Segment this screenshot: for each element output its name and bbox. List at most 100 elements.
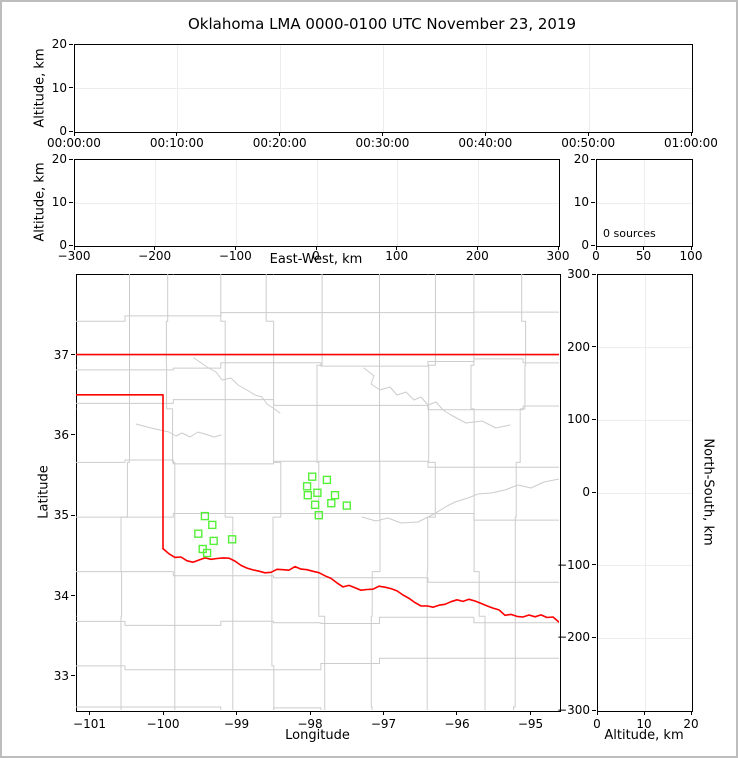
y-tick-label: 20: [51, 37, 67, 51]
y-axis-label-ns_height: North-South, km: [700, 438, 716, 546]
river-line: [363, 367, 511, 429]
vhf-source-marker: [227, 535, 237, 544]
panel-ew_height: [74, 159, 560, 247]
x-tick-mark: [690, 132, 692, 136]
y-tick-label: −200: [557, 630, 590, 645]
vhf-source-marker: [194, 529, 203, 538]
county-boundary-line: [120, 274, 130, 710]
x-tick-mark: [73, 246, 75, 250]
y-axis-label-ew_height: Altitude, km: [32, 162, 48, 242]
y-tick-label: 10: [51, 80, 67, 95]
y-tick-mark: [71, 514, 75, 516]
river-line: [361, 478, 559, 524]
y-axis-label-time_height: Altitude, km: [32, 47, 48, 128]
y-tick-mark: [71, 434, 75, 436]
gridline-horizontal: [598, 492, 692, 494]
y-tick-mark: [71, 675, 75, 677]
y-tick-mark: [69, 244, 73, 246]
x-tick-label: −300: [57, 249, 91, 263]
x-tick-mark: [382, 711, 384, 715]
state-border-panhandle: [76, 394, 164, 550]
x-tick-label: −97: [370, 717, 397, 731]
vhf-source-marker: [302, 482, 312, 491]
y-tick-label: 34: [53, 588, 69, 603]
y-tick-label: 33: [53, 668, 69, 683]
x-tick-mark: [476, 246, 478, 250]
x-tick-mark: [382, 132, 383, 136]
y-tick-mark: [69, 201, 73, 203]
county-boundary-line: [76, 399, 559, 411]
y-tick-label: 0: [59, 238, 67, 252]
vhf-source-marker: [303, 490, 313, 500]
y-tick-label: 35: [53, 508, 69, 523]
x-tick-mark: [279, 132, 281, 136]
x-tick-label: −95: [517, 717, 544, 731]
y-tick-label: 36: [53, 427, 69, 442]
vhf-source-marker: [322, 475, 332, 485]
vhf-source-marker: [327, 498, 336, 508]
x-tick-mark: [529, 711, 531, 715]
y-tick-mark: [592, 273, 596, 275]
x-tick-label: 00:20:00: [252, 136, 307, 150]
x-tick-mark: [236, 711, 237, 715]
county-boundary-line: [316, 274, 326, 710]
panel-ns_height: [597, 274, 693, 712]
x-tick-label: −100: [218, 249, 252, 263]
y-tick-mark: [592, 418, 596, 420]
y-tick-mark: [69, 130, 73, 132]
river-line: [193, 357, 281, 414]
x-tick-label: −98: [297, 717, 323, 731]
x-tick-mark: [73, 132, 75, 136]
x-tick-mark: [162, 711, 164, 715]
y-tick-mark: [71, 595, 75, 597]
x-tick-label: −101: [73, 717, 106, 731]
gridline-horizontal: [598, 419, 692, 421]
vhf-source-marker: [314, 510, 324, 520]
x-tick-mark: [643, 711, 645, 715]
x-tick-mark: [456, 711, 458, 715]
x-axis-label-ns_height: Altitude, km: [604, 728, 684, 743]
gridline-horizontal: [75, 202, 559, 204]
y-tick-label: 300: [567, 267, 590, 281]
y-tick-mark: [592, 564, 596, 566]
y-tick-label: 10: [51, 195, 67, 209]
y-tick-label: 0: [581, 238, 589, 252]
vhf-source-marker: [342, 501, 351, 510]
state-border-red-river: [162, 547, 559, 623]
panel-alt_hist: [596, 159, 693, 247]
vhf-source-marker: [330, 490, 340, 500]
x-tick-mark: [89, 711, 91, 715]
x-tick-label: 00:10:00: [149, 136, 204, 150]
x-tick-mark: [484, 132, 486, 136]
county-boundary-line: [513, 274, 527, 710]
x-tick-mark: [315, 246, 317, 250]
y-tick-mark: [71, 354, 75, 356]
y-tick-mark: [69, 158, 73, 160]
sources-count-annotation: 0 sources: [603, 227, 656, 240]
vhf-source-marker: [313, 488, 322, 498]
river-line: [135, 423, 222, 438]
x-tick-label: 00:00:00: [47, 136, 101, 150]
vhf-source-marker: [208, 520, 217, 530]
x-tick-label: 50: [635, 249, 652, 263]
y-tick-label: 37: [53, 347, 69, 362]
county-boundary-line: [470, 274, 486, 710]
county-boundary-line: [220, 274, 234, 710]
y-tick-mark: [591, 201, 595, 203]
gridline-horizontal: [598, 565, 692, 567]
figure-title: Oklahoma LMA 0000-0100 UTC November 23, …: [187, 15, 577, 33]
x-tick-label: 20: [683, 717, 699, 731]
x-tick-label: −100: [146, 717, 180, 731]
county-boundary-line: [76, 358, 559, 371]
gridline-horizontal: [75, 88, 692, 89]
y-tick-mark: [591, 244, 595, 246]
y-tick-mark: [69, 87, 73, 88]
county-boundary-line: [76, 615, 559, 626]
county-boundary-line: [265, 274, 282, 710]
vhf-source-marker: [200, 511, 210, 521]
x-tick-label: 10: [636, 717, 652, 731]
y-tick-mark: [69, 43, 73, 45]
y-tick-label: −100: [557, 557, 590, 572]
x-tick-label: 100: [679, 249, 703, 263]
x-tick-label: 100: [385, 249, 409, 263]
